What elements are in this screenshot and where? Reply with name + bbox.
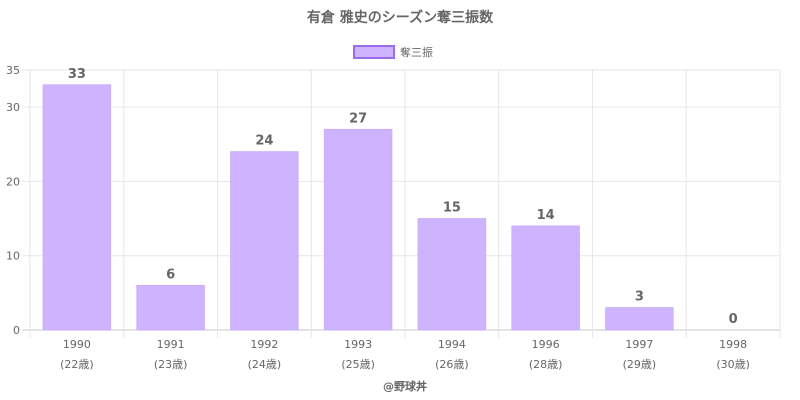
grid-lines <box>22 69 781 338</box>
y-tick-label: 30 <box>6 101 20 114</box>
x-tick-sublabel: (25歳) <box>341 358 375 371</box>
x-tick-sublabel: (22歳) <box>60 358 94 371</box>
x-tick-label: 1990 <box>63 338 91 351</box>
legend: 奪三振 <box>353 45 433 59</box>
chart-title: 有倉 雅史のシーズン奪三振数 <box>307 9 494 26</box>
x-tick-sublabel: (24歳) <box>248 358 282 371</box>
x-tick-label: 1993 <box>344 338 372 351</box>
y-tick-label: 35 <box>6 64 20 77</box>
bar <box>42 84 112 331</box>
x-tick-sublabel: (23歳) <box>154 358 188 371</box>
y-axis-ticks: 0 10 20 30 35 <box>6 64 20 337</box>
x-tick-sublabel: (30歳) <box>716 358 750 371</box>
bar-value-label: 15 <box>443 201 461 216</box>
y-tick-label: 10 <box>6 250 20 263</box>
legend-label: 奪三振 <box>400 45 433 59</box>
x-axis-ticks: 1990 (22歳) 1991 (23歳) 1992 (24歳) 1993 (25歳) 1994… <box>60 338 750 371</box>
x-tick-sublabel: (26歳) <box>435 358 469 371</box>
y-tick-label: 20 <box>6 175 20 188</box>
x-tick-sublabel: (29歳) <box>623 358 657 371</box>
credit-text: @野球丼 <box>383 379 427 393</box>
x-tick-sublabel: (28歳) <box>529 358 563 371</box>
y-tick-label: 0 <box>13 324 20 337</box>
bar-value-label: 33 <box>68 67 86 82</box>
bar-value-label: 27 <box>349 111 367 126</box>
x-tick-label: 1998 <box>719 338 747 351</box>
bar-value-label: 14 <box>537 208 555 223</box>
legend-swatch <box>353 45 395 59</box>
x-tick-label: 1992 <box>250 338 278 351</box>
bar <box>136 284 205 331</box>
bar <box>511 225 580 331</box>
bar <box>230 151 299 331</box>
bar-value-label: 6 <box>166 267 175 282</box>
x-tick-label: 1996 <box>532 338 560 351</box>
x-tick-label: 1991 <box>157 338 185 351</box>
bar-value-label: 3 <box>635 290 644 305</box>
bar <box>605 307 674 331</box>
bar-value-label: 0 <box>729 312 738 327</box>
bars: 33 6 24 27 15 14 3 0 <box>42 67 738 331</box>
bar-value-label: 24 <box>255 134 273 149</box>
x-tick-label: 1997 <box>625 338 653 351</box>
x-tick-label: 1994 <box>438 338 466 351</box>
bar <box>323 128 393 331</box>
bar <box>417 218 487 331</box>
